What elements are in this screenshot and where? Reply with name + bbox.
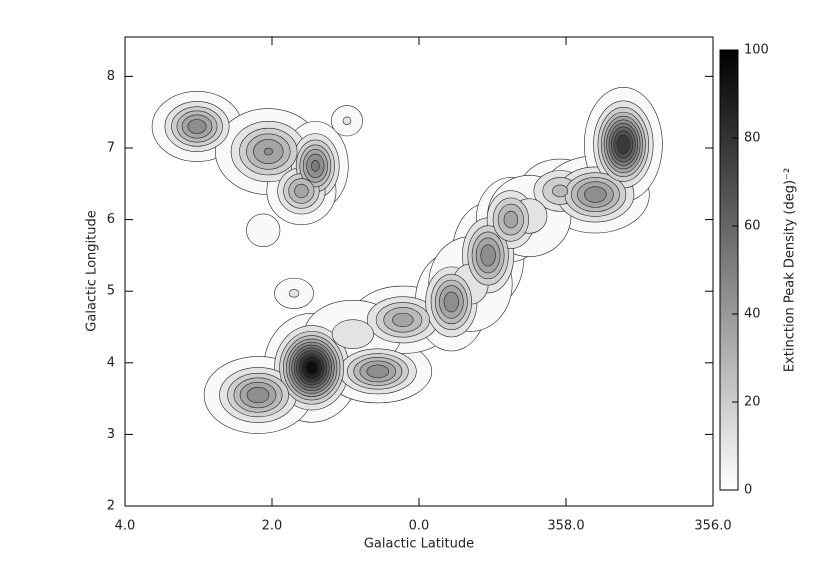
colorbar-tick-label: 20: [744, 395, 761, 410]
x-tick-label: 4.0: [115, 519, 136, 534]
contour-level: [616, 134, 630, 154]
colorbar-label: Extinction Peak Density (deg)⁻²: [783, 168, 798, 372]
contour-level: [443, 291, 459, 313]
contour-level: [305, 360, 319, 376]
contour-level: [342, 116, 352, 125]
contour-level: [366, 364, 390, 379]
x-axis-label: Galactic Latitude: [364, 537, 474, 552]
contour-level: [263, 147, 273, 156]
contour-level: [187, 119, 207, 134]
y-tick-label: 6: [107, 212, 115, 227]
x-tick-label: 358.0: [547, 519, 584, 534]
colorbar: [719, 49, 739, 491]
colorbar-tick-label: 0: [744, 483, 752, 498]
y-tick-label: 5: [107, 284, 115, 299]
contour-level: [480, 244, 496, 267]
x-tick-label: 0.0: [409, 519, 430, 534]
y-tick-label: 3: [107, 427, 115, 442]
contour-level: [246, 386, 270, 404]
contour-level: [311, 160, 320, 172]
contour-level: [288, 289, 300, 298]
y-tick-label: 2: [107, 499, 115, 514]
contour-level: [584, 186, 607, 203]
colorbar-tick-label: 80: [744, 131, 761, 146]
colorbar-tick-label: 40: [744, 307, 761, 322]
contour-level: [392, 312, 414, 327]
contour-level: [294, 183, 309, 198]
colorbar-tick-label: 60: [744, 219, 761, 234]
x-tick-label: 2.0: [262, 519, 283, 534]
y-tick-label: 7: [107, 140, 115, 155]
colorbar-tick-label: 100: [744, 43, 769, 58]
y-tick-label: 4: [107, 355, 115, 370]
x-tick-label: 356.0: [694, 519, 731, 534]
contour-level: [552, 184, 569, 198]
y-axis-label: Galactic Longitude: [85, 210, 100, 331]
contour-field: [151, 87, 663, 434]
contour-level: [331, 319, 374, 349]
contour-level: [503, 210, 519, 229]
y-tick-label: 8: [107, 69, 115, 84]
contour-level: [246, 213, 281, 248]
